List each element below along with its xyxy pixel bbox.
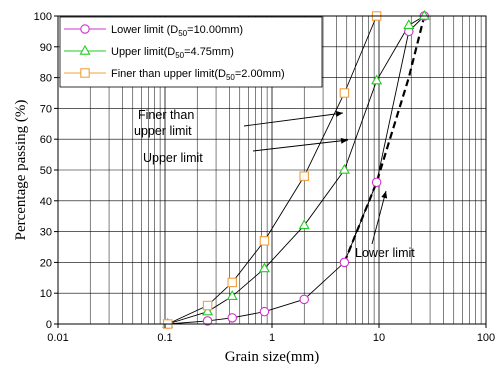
legend: Lower limit (D50=10.00mm) Upper limit(D50… (59, 16, 323, 88)
arrow-layer (243, 110, 388, 245)
lower-limit-point (299, 294, 309, 305)
y-axis-title: Percentage passing (%) (13, 100, 29, 241)
upper-limit-point (418, 9, 430, 20)
annotation-finer-than-upper-limit: Finer than upper limit (134, 108, 194, 138)
finer-than-upper-limit-point (299, 171, 309, 181)
x-tick-label: 100 (477, 332, 495, 344)
lower-limit-point (202, 316, 213, 326)
x-tick-label: 0.1 (157, 332, 172, 344)
y-tick-label: 100 (34, 11, 52, 23)
arrow-finer-than-head (335, 110, 343, 117)
arrow-upper-limit-shaft (252, 139, 349, 152)
y-tick-label: 40 (40, 196, 52, 208)
arrow-lower-limit-head (381, 191, 388, 199)
finer-than-upper-limit-legend-label: Finer than upper limit(D50=2.00mm) (111, 68, 285, 82)
lower-limit-legend-label: Lower limit (D50=10.00mm) (111, 24, 243, 38)
upper-limit-point (338, 163, 350, 174)
y-tick-label: 10 (40, 288, 52, 300)
upper-limit-point (371, 74, 383, 85)
y-tick-label: 90 (40, 42, 52, 54)
lower-limit-point (227, 313, 237, 323)
tick-label-layer: 0 10 20 30 40 50 60 70 80 90 100 0.01 0.1 1 10 100 (34, 11, 496, 344)
upper-limit-point (298, 219, 310, 230)
annotation-upper-limit: Upper limit (143, 151, 203, 165)
annotation-lower-limit: Lower limit (355, 246, 415, 260)
y-tick-label: 30 (40, 227, 52, 239)
x-tick-label: 0.01 (47, 332, 68, 344)
lower-limit-point (371, 177, 382, 188)
lower-limit-point (339, 257, 350, 268)
arrow-upper-limit-head (340, 137, 348, 144)
x-tick-label: 1 (269, 332, 275, 344)
x-tick-label: 10 (373, 332, 385, 344)
finer-than-upper-limit-point (227, 277, 237, 288)
arrow-finer-than-shaft (243, 112, 344, 127)
y-tick-label: 20 (40, 257, 52, 269)
arrow-lower-limit-shaft (371, 190, 387, 245)
y-tick-label: 60 (40, 134, 52, 146)
upper-limit-point (403, 19, 415, 29)
y-tick-label: 0 (46, 319, 52, 331)
upper-limit-point (258, 262, 270, 273)
finer-than-upper-limit-point (202, 300, 213, 311)
annotation-layer: Finer than upper limit Upper limit Lower li… (134, 108, 415, 260)
finer-than-upper-limit-point (339, 88, 350, 98)
y-tick-label: 70 (40, 103, 52, 115)
upper-limit-point (202, 305, 214, 316)
y-tick-label: 50 (40, 165, 52, 177)
y-tick-label: 80 (40, 73, 52, 85)
x-axis-title: Grain size(mm) (225, 349, 320, 365)
finer-than-upper-limit-legend-marker (80, 68, 90, 78)
upper-limit-point (226, 290, 238, 300)
lower-limit-point (259, 306, 270, 317)
upper-limit-legend-label: Upper limit(D50=4.75mm) (111, 46, 234, 60)
finer-than-upper-limit-point (259, 236, 270, 246)
upper-limit-legend-marker (79, 44, 91, 55)
lower-limit-legend-marker (80, 24, 90, 34)
